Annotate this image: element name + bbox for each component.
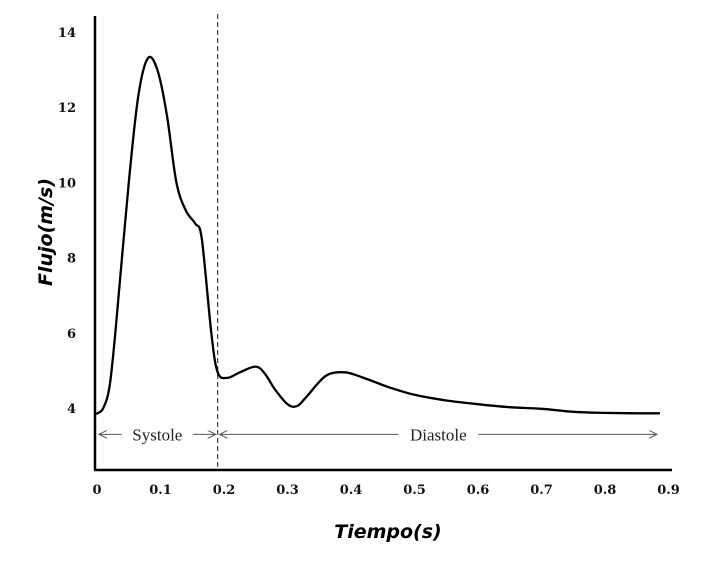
x-tick-label: 0.1 (149, 483, 172, 498)
y-tick-label: 4 (67, 402, 76, 417)
y-axis-title: Flujo(m/s) (35, 178, 57, 286)
x-tick-label: 0.8 (594, 483, 617, 498)
y-tick-label: 14 (58, 26, 76, 41)
x-tick-label: 0.3 (276, 483, 299, 498)
flow-series-line (95, 55, 661, 415)
y-tick-label: 10 (58, 176, 76, 191)
y-tick-label: 12 (58, 101, 76, 116)
x-tick-label: 0 (92, 483, 101, 498)
x-tick-label: 0.7 (530, 483, 553, 498)
x-tick-label: 0.6 (467, 483, 490, 498)
y-tick-labels: 4 6 8 10 12 14 (58, 26, 76, 417)
x-axis-title: Tiempo(s) (334, 521, 442, 543)
phase-label: Diastole (410, 425, 467, 444)
y-tick-label: 8 (67, 252, 76, 267)
phase-label: Systole (132, 425, 182, 444)
x-tick-labels: 0 0.1 0.2 0.3 0.4 0.5 0.6 0.7 0.8 0.9 (92, 483, 679, 498)
phase-annotations: Systole Diastole (99, 425, 657, 444)
y-tick-label: 6 (67, 327, 76, 342)
x-tick-label: 0.5 (403, 483, 426, 498)
x-tick-label: 0.9 (657, 483, 680, 498)
x-tick-label: 0.4 (340, 483, 363, 498)
x-tick-label: 0.2 (213, 483, 236, 498)
